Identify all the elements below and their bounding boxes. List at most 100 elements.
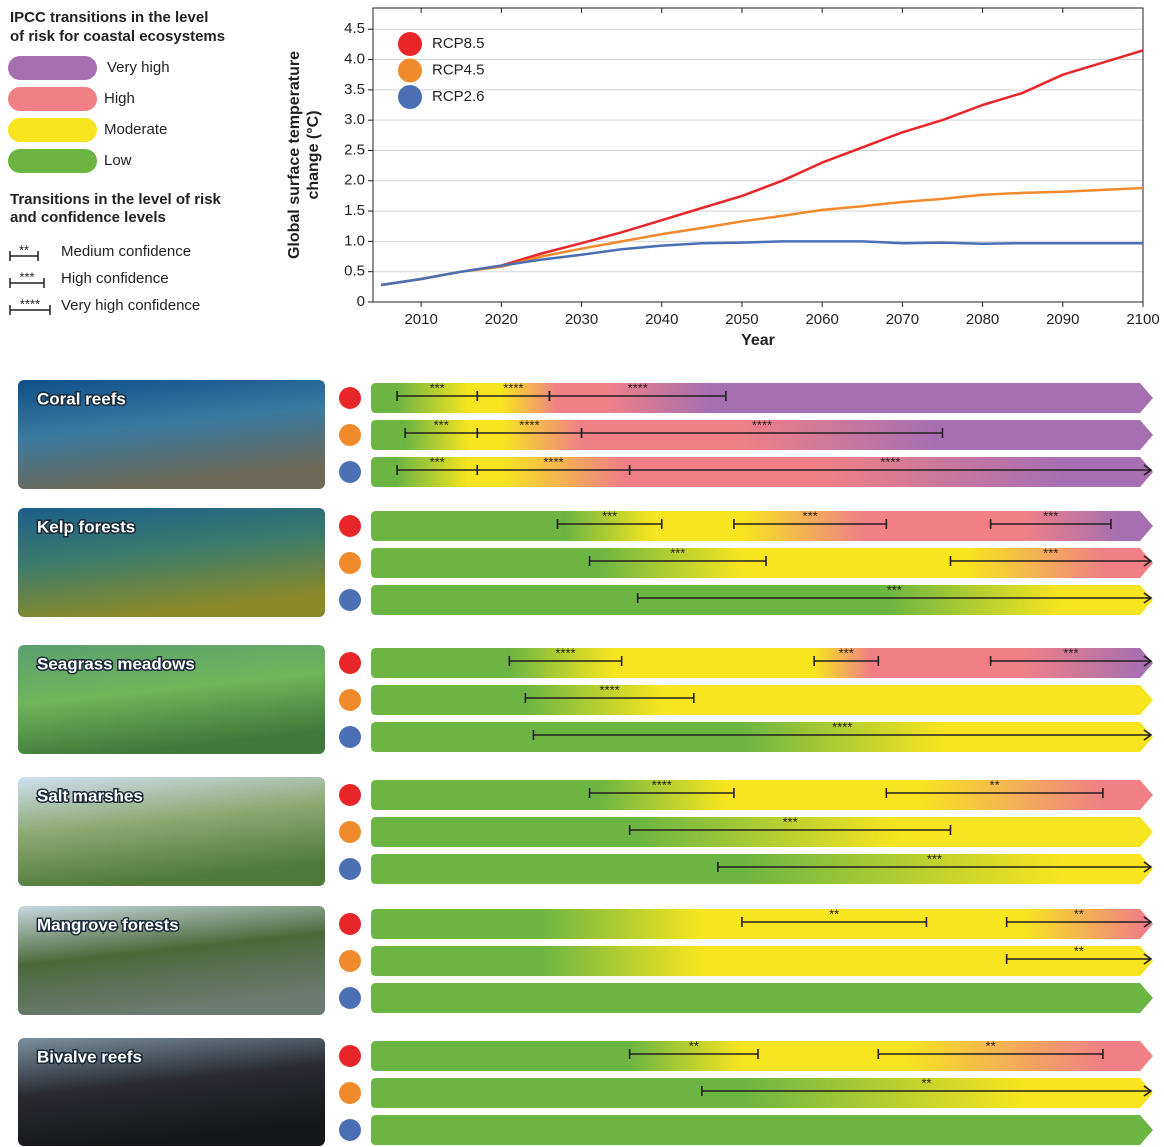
scenario-dot (339, 652, 361, 674)
confidence-stars: *** (434, 417, 449, 432)
confidence-stars: ** (829, 906, 839, 921)
x-tick-label: 2090 (1046, 311, 1079, 328)
range-arrow (1143, 861, 1153, 873)
legend-title: IPCC transitions in the level (10, 9, 208, 26)
ecosystem-name: Seagrass meadows (37, 654, 195, 673)
y-tick-label: 0 (357, 293, 365, 310)
risk-bar (371, 383, 1153, 413)
confidence-title: Transitions in the level of risk (10, 191, 222, 208)
range-arrow (1143, 464, 1153, 476)
legend-marker (398, 32, 422, 56)
legend-label: RCP2.6 (432, 88, 485, 105)
x-tick-label: 2030 (565, 311, 598, 328)
range-arrow (1143, 1085, 1153, 1097)
level-label: Very high (107, 59, 170, 76)
ecosystem-photo (18, 906, 325, 1015)
confidence-stars: **** (628, 380, 648, 395)
confidence-stars: **** (555, 645, 575, 660)
confidence-title: and confidence levels (10, 209, 166, 226)
confidence-stars: ** (1074, 943, 1084, 958)
ecosystem-photo (18, 1038, 325, 1146)
level-swatch (8, 149, 97, 173)
risk-bar (371, 1041, 1153, 1071)
range-arrow (1143, 592, 1153, 604)
x-tick-label: 2020 (485, 311, 518, 328)
confidence-stars: **** (752, 417, 772, 432)
series-line (380, 186, 1144, 287)
risk-bar (371, 585, 1153, 615)
confidence-stars: **** (832, 719, 852, 734)
scenario-dot (339, 726, 361, 748)
scenario-dot (339, 987, 361, 1009)
scenario-dot (339, 784, 361, 806)
risk-bar (371, 548, 1153, 578)
legend-title: of risk for coastal ecosystems (10, 28, 225, 45)
confidence-stars: ** (986, 1038, 996, 1053)
ecosystem-photo (18, 645, 325, 754)
series-line (380, 240, 1143, 287)
confidence-stars: **** (880, 454, 900, 469)
risk-bar (371, 854, 1153, 884)
risk-bar (371, 909, 1153, 939)
scenario-dot (339, 424, 361, 446)
x-axis-label: Year (741, 332, 775, 349)
x-tick-label: 2070 (886, 311, 919, 328)
confidence-stars: *** (19, 269, 34, 284)
ecosystem-name: Coral reefs (37, 389, 126, 408)
risk-bar (371, 685, 1153, 715)
x-tick-label: 2050 (725, 311, 758, 328)
x-tick-label: 2040 (645, 311, 678, 328)
y-tick-label: 1.0 (344, 232, 365, 249)
scenario-dot (339, 950, 361, 972)
x-tick-label: 2100 (1126, 311, 1159, 328)
confidence-stars: ** (921, 1075, 931, 1090)
scenario-dot (339, 858, 361, 880)
y-tick-label: 4.5 (344, 20, 365, 37)
ecosystem-name: Mangrove forests (37, 915, 179, 934)
scenario-dot (339, 1082, 361, 1104)
level-swatch (8, 87, 97, 111)
risk-bar (371, 983, 1153, 1013)
scenario-dot (339, 1119, 361, 1141)
confidence-stars: *** (887, 582, 902, 597)
scenario-dot (339, 1045, 361, 1067)
y-tick-label: 3.0 (344, 111, 365, 128)
level-label: Moderate (104, 121, 167, 138)
confidence-stars: ** (19, 242, 29, 257)
legend-marker (398, 58, 422, 83)
level-label: Low (104, 152, 132, 169)
ecosystem-photo (18, 380, 325, 489)
risk-bar (371, 511, 1153, 541)
level-swatch (8, 56, 97, 80)
risk-bar (371, 1078, 1153, 1108)
series-line (380, 49, 1144, 287)
y-tick-label: 4.0 (344, 50, 365, 67)
scenario-dot (339, 515, 361, 537)
risk-bar (371, 648, 1153, 678)
confidence-stars: *** (670, 545, 685, 560)
x-tick-label: 2060 (805, 311, 838, 328)
confidence-stars: **** (20, 296, 40, 311)
risk-bar (371, 457, 1153, 487)
confidence-stars: *** (839, 645, 854, 660)
risk-bar (371, 780, 1153, 810)
legend-label: RCP4.5 (432, 61, 485, 78)
confidence-stars: ** (1074, 906, 1084, 921)
confidence-stars: **** (543, 454, 563, 469)
scenario-dot (339, 821, 361, 843)
confidence-stars: *** (782, 814, 797, 829)
confidence-stars: ** (689, 1038, 699, 1053)
scenario-dot (339, 461, 361, 483)
y-tick-label: 3.5 (344, 81, 365, 98)
risk-bar (371, 817, 1153, 847)
scenario-dot (339, 689, 361, 711)
confidence-stars: *** (1043, 508, 1058, 523)
risk-bar (371, 722, 1153, 752)
scenario-dot (339, 913, 361, 935)
confidence-stars: *** (927, 851, 942, 866)
scenario-dot (339, 552, 361, 574)
ecosystem-photo (18, 777, 325, 886)
confidence-stars: *** (430, 380, 445, 395)
level-swatch (8, 118, 97, 142)
